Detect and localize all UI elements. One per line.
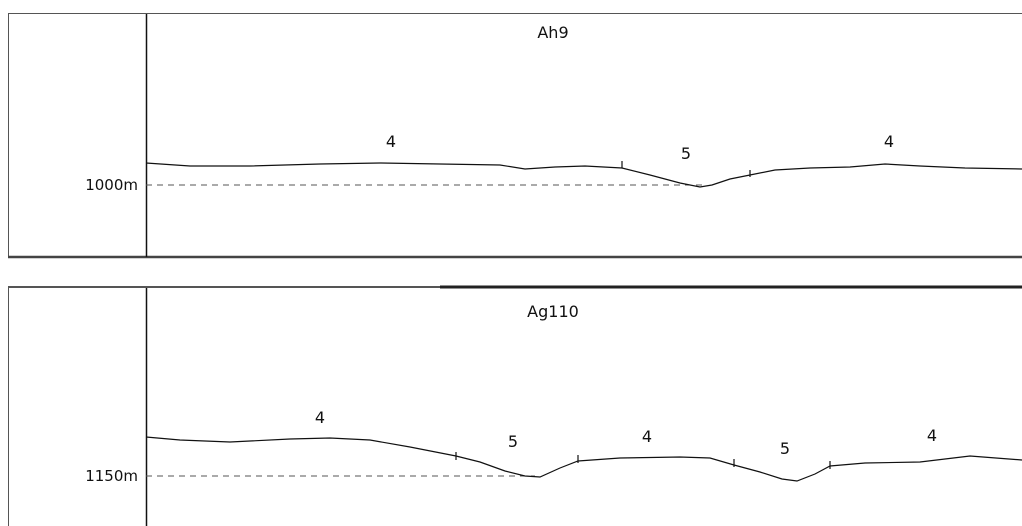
panel-ag110: Ag110 1150m 4 5 4 5 4: [8, 285, 1022, 526]
segment-label: 4: [642, 427, 652, 446]
panel-frame: [8, 13, 1022, 258]
segment-label: 5: [508, 432, 518, 451]
terrain-profile: [145, 162, 1022, 188]
panel-title: Ah9: [537, 23, 568, 42]
panel-ah9: Ah9 1000m 4 5 4: [8, 13, 1022, 259]
segment-label: 4: [884, 132, 894, 151]
reference-level-label: 1150m: [85, 467, 138, 485]
terrain-profile: [145, 436, 1022, 482]
reference-level-label: 1000m: [85, 176, 138, 194]
segment-label: 4: [315, 408, 325, 427]
segment-label: 5: [681, 144, 691, 163]
panel-title: Ag110: [527, 302, 579, 321]
segment-label: 5: [780, 439, 790, 458]
segment-label: 4: [927, 426, 937, 445]
segment-label: 4: [386, 132, 396, 151]
